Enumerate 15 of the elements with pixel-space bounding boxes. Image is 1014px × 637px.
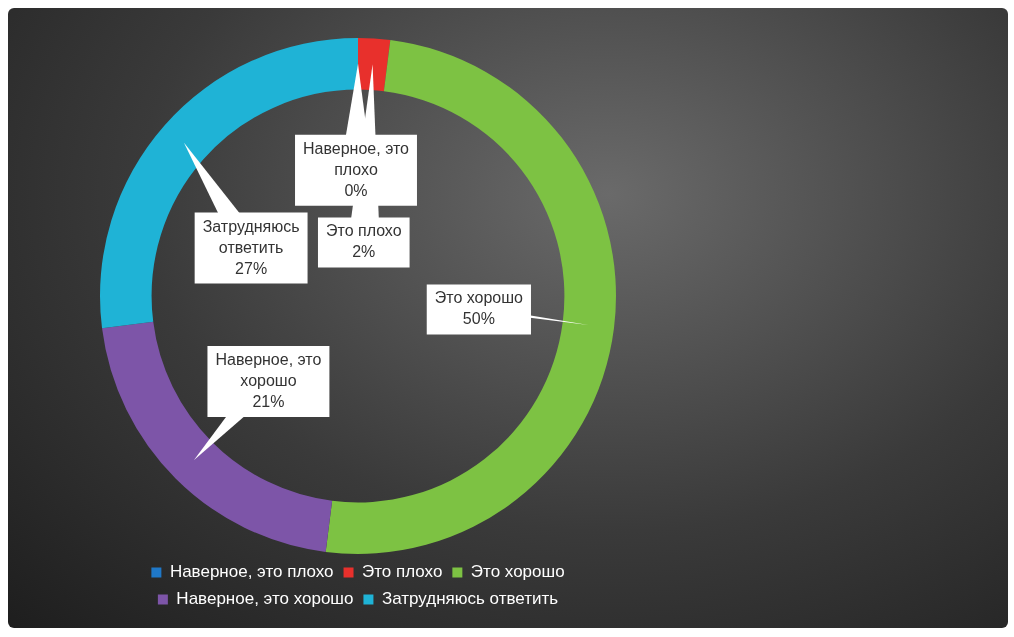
slice-label: Наверное, это хорошо xyxy=(215,350,322,389)
data-label: 2% xyxy=(352,243,376,261)
slice-label: Затрудняюсь ответить xyxy=(202,217,300,256)
data-label: 21% xyxy=(252,392,285,410)
legend-label: Это плохо xyxy=(362,562,443,582)
data-label: 27% xyxy=(235,259,268,277)
legend-label: Наверное, это хорошо xyxy=(176,589,354,609)
legend-label: Это хорошо xyxy=(470,562,565,582)
slice-label: Это плохо xyxy=(325,222,402,240)
slice-label: Это хорошо xyxy=(434,289,524,307)
data-label: 50% xyxy=(462,310,495,328)
text: 0% xyxy=(344,181,368,199)
category-label: Наверное, это плохо xyxy=(303,139,409,178)
legend-label: Наверное, это плохо xyxy=(169,562,334,582)
legend-label: Затрудняюсь ответить xyxy=(381,589,559,609)
